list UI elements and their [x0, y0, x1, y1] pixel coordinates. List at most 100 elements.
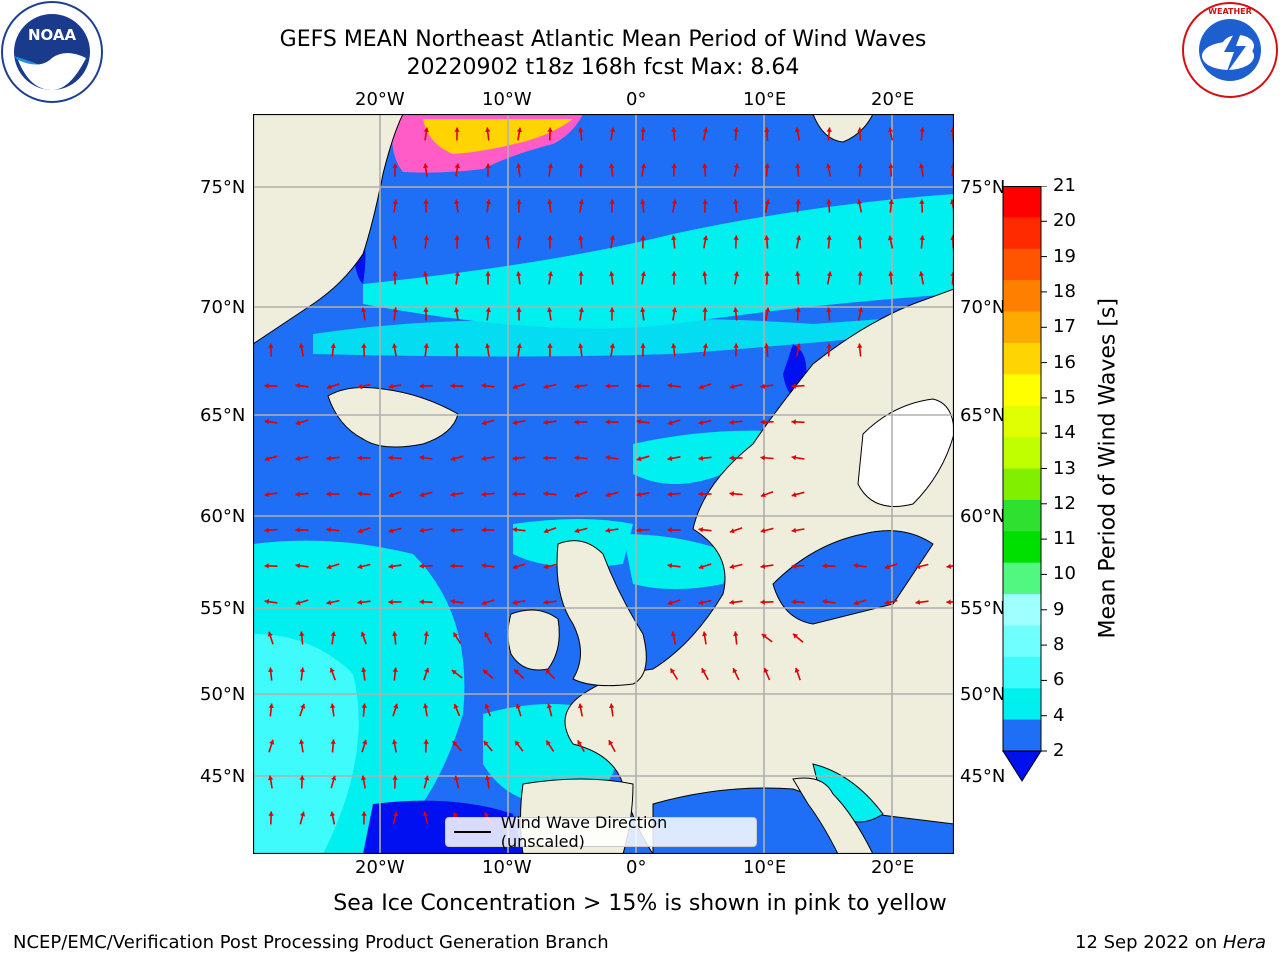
wave-direction-arrowhead [822, 599, 828, 605]
wave-direction-arrowhead [826, 307, 832, 312]
colorbar-tick-label: 20 [1053, 210, 1076, 232]
wave-direction-arrowhead [392, 235, 398, 241]
wave-direction-arrowhead [546, 703, 552, 709]
wave-direction-arrowhead [884, 564, 890, 570]
wave-direction-arrowhead [640, 127, 646, 132]
wave-direction-arrowhead [450, 563, 455, 569]
wave-direction-arrowhead [422, 811, 429, 817]
wave-direction-arrowhead [330, 343, 336, 348]
land-great-britain [556, 540, 647, 687]
wave-direction-arrowhead [512, 527, 517, 533]
wave-direction-arrowhead [392, 631, 398, 636]
wave-direction-arrowhead [454, 307, 460, 313]
colorbar-tick-label: 8 [1053, 634, 1065, 656]
wave-direction-arrowhead [640, 199, 646, 204]
wave-direction-arrowhead [516, 163, 522, 169]
map-canvas [252, 113, 960, 855]
wave-direction-arrowhead [733, 271, 740, 277]
wave-direction-arrowhead [295, 563, 301, 569]
wave-direction-arrowhead [295, 491, 300, 497]
lon-label-bottom-0: 0° [626, 857, 647, 878]
wave-direction-arrowhead [454, 163, 460, 169]
wave-direction-arrowhead [516, 127, 522, 133]
wave-direction-arrowhead [481, 563, 487, 569]
wave-direction-arrowhead [454, 235, 460, 240]
wave-direction-arrowhead [636, 383, 641, 389]
wave-direction-arrowhead [484, 632, 490, 638]
lat-label-right-55n: 55°N [960, 598, 1006, 619]
wave-direction-arrowhead [729, 563, 735, 570]
wave-direction-arrowhead [512, 491, 517, 497]
wave-direction-arrowhead [330, 703, 336, 709]
wave-direction-arrowhead [671, 127, 677, 132]
wave-direction-arrowhead [670, 631, 677, 637]
footer-date-text: 12 Sep 2022 on [1075, 932, 1223, 953]
wave-direction-arrowhead [357, 528, 363, 534]
wave-direction-arrowhead [481, 455, 487, 462]
wave-direction-arrowhead [764, 271, 770, 276]
wave-direction-arrowhead [453, 812, 458, 818]
wave-direction-arrowhead [698, 599, 704, 606]
wave-band-mid [313, 314, 954, 357]
wave-direction-arrowhead [453, 632, 458, 638]
colorbar-tick-label: 19 [1053, 245, 1076, 267]
wave-direction-arrowhead [733, 343, 739, 348]
wave-direction-arrowhead [300, 811, 306, 817]
wave-direction-arrowhead [578, 343, 584, 349]
wave-direction-arrowhead [264, 419, 270, 425]
wave-direction-arrowhead [888, 271, 894, 276]
wave-direction-arrowhead [484, 703, 490, 709]
wave-direction-arrowhead [360, 775, 367, 781]
wave-direction-arrowhead [514, 669, 520, 675]
wave-direction-arrowhead [667, 563, 673, 569]
colorbar-tick-label: 6 [1053, 669, 1065, 691]
wave-direction-arrowhead [543, 528, 549, 534]
wave-direction-arrowhead [264, 383, 269, 389]
wave-direction-arrowhead [609, 343, 615, 349]
wave-direction-arrowhead [853, 600, 859, 606]
colorbar-segment [1003, 342, 1041, 375]
wave-direction-arrowhead [667, 455, 673, 462]
wave-direction-arrowhead [329, 667, 335, 673]
wave-direction-arrowhead [884, 599, 890, 606]
lon-label-top-20w: 20°W [355, 89, 405, 110]
chart-subtitle: 20220902 t18z 168h fcst Max: 8.64 [406, 55, 800, 80]
wave-direction-arrowhead [761, 634, 767, 639]
wave-direction-arrowhead [547, 163, 553, 169]
footer-date: 12 Sep 2022 on Hera [1075, 932, 1266, 953]
wave-direction-arrowhead [547, 271, 553, 277]
wave-direction-arrowhead [326, 455, 331, 461]
chart-title: GEFS MEAN Northeast Atlantic Mean Period… [279, 27, 927, 52]
footer-machine: Hera [1222, 932, 1266, 953]
wave-direction-arrowhead [702, 631, 708, 637]
wave-direction-arrowhead [423, 235, 429, 241]
colorbar-tick-label: 12 [1053, 492, 1076, 514]
lat-label-left-75n: 75°N [200, 177, 246, 198]
wave-direction-arrowhead [268, 343, 274, 348]
wave-direction-arrowhead [454, 271, 460, 277]
wave-direction-arrowhead [357, 455, 362, 461]
wave-direction-arrowhead [915, 599, 921, 605]
map-legend: Wind Wave Direction (unscaled) [445, 813, 757, 851]
wave-direction-arrowhead [516, 343, 522, 349]
wave-direction-arrowhead [667, 420, 673, 426]
colorbar-tick-label: 13 [1053, 457, 1076, 479]
wave-direction-arrowhead [605, 492, 611, 498]
wave-direction-arrowhead [423, 127, 429, 133]
wave-direction-arrowhead [605, 419, 610, 425]
wave-direction-arrowhead [485, 235, 491, 241]
wave-direction-arrowhead [392, 199, 398, 205]
wave-direction-arrowhead [609, 307, 615, 312]
wave-direction-arrowhead [763, 668, 769, 673]
wave-direction-arrowhead [450, 456, 456, 462]
wave-direction-arrowhead [764, 127, 770, 132]
wave-direction-arrowhead [946, 599, 951, 605]
wave-direction-arrowhead [760, 563, 766, 569]
wave-direction-arrowhead [516, 271, 522, 277]
wave-direction-arrowhead [392, 343, 398, 349]
wave-direction-arrowhead [636, 419, 642, 425]
wave-direction-arrowhead [450, 383, 455, 389]
wave-direction-arrowhead [605, 383, 610, 389]
wave-direction-arrowhead [888, 163, 894, 168]
colorbar-segment [1003, 656, 1041, 689]
